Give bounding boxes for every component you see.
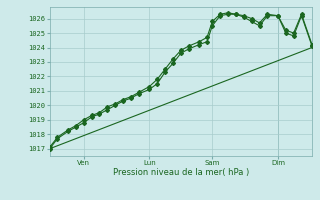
X-axis label: Pression niveau de la mer( hPa ): Pression niveau de la mer( hPa )	[113, 168, 249, 177]
